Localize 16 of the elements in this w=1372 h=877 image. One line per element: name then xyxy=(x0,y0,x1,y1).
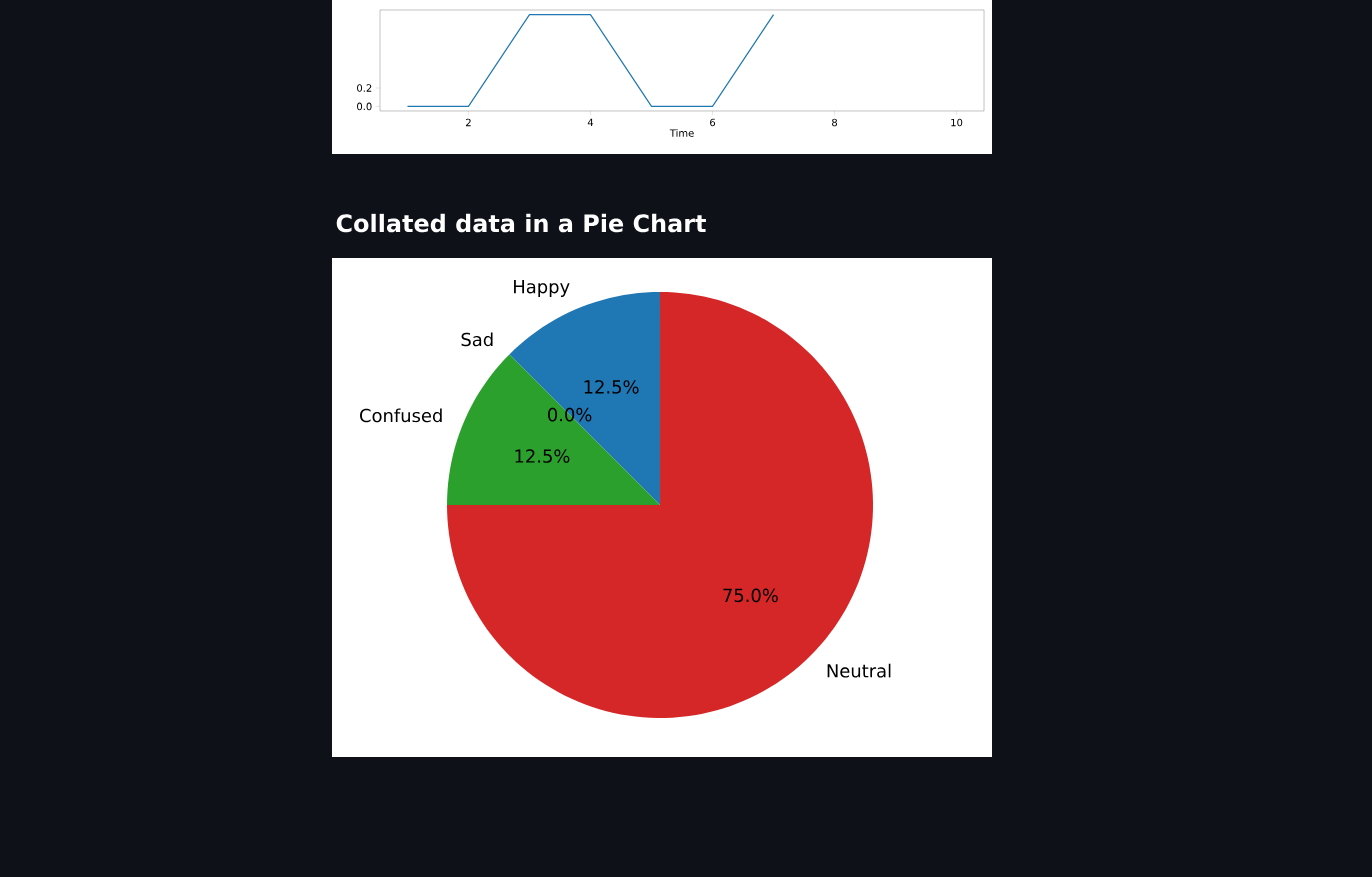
slice-label: Confused xyxy=(360,408,442,423)
chart-title: Collated data in a Pie Chart xyxy=(336,213,706,233)
data-label: 12.5% xyxy=(584,380,639,394)
slice-label: Neutral xyxy=(827,663,891,678)
x-tick-label: 6 xyxy=(710,118,716,127)
x-tick-label: 8 xyxy=(832,118,838,127)
x-axis-title: Time xyxy=(669,129,694,137)
x-tick-label: 2 xyxy=(466,118,471,127)
y-tick-label: 0.0 xyxy=(357,102,372,111)
x-tick-label: 4 xyxy=(587,118,594,127)
y-tick-label: 0.2 xyxy=(357,84,372,92)
slice-label: Happy xyxy=(514,280,570,297)
category-label: Sad xyxy=(461,332,493,347)
data-label: 75.0% xyxy=(723,588,778,603)
data-label: 12.5% xyxy=(515,449,570,463)
x-tick-label: 10 xyxy=(951,118,963,127)
